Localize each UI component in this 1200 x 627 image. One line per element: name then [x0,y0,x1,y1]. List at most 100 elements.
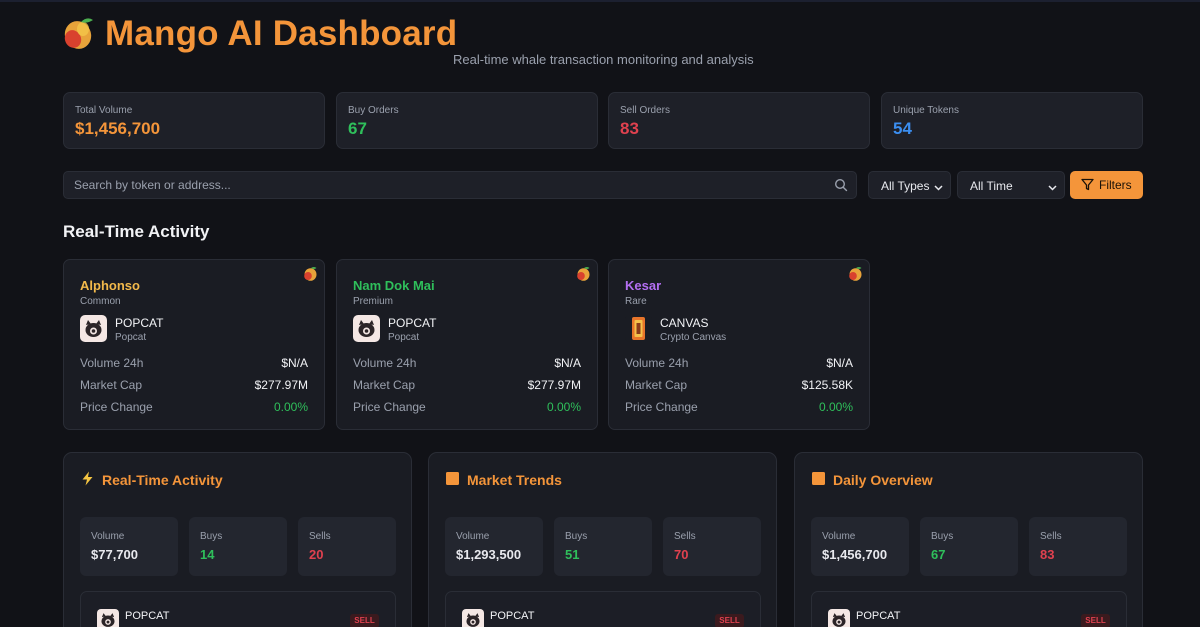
mini-stat-sells: Sells 83 [1029,517,1127,576]
mango-name: Nam Dok Mai [353,278,435,293]
panel-title: Real-Time Activity [102,472,223,488]
transaction-row[interactable]: POPCAT SELL [80,591,396,627]
mango-card[interactable]: Nam Dok Mai Premium POPCAT Popcat Volume… [336,259,598,430]
top-border [0,0,1200,2]
search-icon[interactable] [834,178,848,192]
mini-stat-buys: Buys 67 [920,517,1018,576]
panel-daily-overview: Daily Overview Volume $1,456,700 Buys 67… [794,452,1143,627]
mini-stat-value: 67 [931,547,946,562]
token-symbol: POPCAT [125,610,170,622]
mini-stat-label: Sells [309,531,331,542]
mini-stat-volume: Volume $77,700 [80,517,178,576]
stat-value: 83 [620,119,639,138]
price-change-label: Price Change [625,400,698,414]
price-change-label: Price Change [80,400,153,414]
sell-badge: SELL [1081,614,1110,627]
stat-card-sell-orders: Sell Orders 83 [608,92,870,149]
filters-button-label: Filters [1099,178,1132,192]
price-change-label: Price Change [353,400,426,414]
mango-rarity: Common [80,296,121,307]
stats-row: Total Volume $1,456,700 Buy Orders 67 Se… [63,92,1143,149]
panel-market-trends: Market Trends Volume $1,293,500 Buys 51 … [428,452,777,627]
volume-label: Volume 24h [625,356,689,370]
mango-name: Alphonso [80,278,140,293]
chevron-down-icon [934,181,943,191]
mini-stat-value: 83 [1040,547,1055,562]
mini-stat-value: 51 [565,547,580,562]
page-subtitle: Real-time whale transaction monitoring a… [453,52,754,67]
type-select[interactable]: All Types [868,171,951,199]
stat-value: $1,456,700 [75,119,161,138]
token-symbol: POPCAT [388,316,437,330]
mini-stat-label: Buys [565,531,588,542]
panel-title: Market Trends [467,472,562,488]
mango-card[interactable]: Kesar Rare CANVAS Crypto Canvas Volume 2… [608,259,870,430]
mini-stat-label: Buys [200,531,223,542]
price-change-value: 0.00% [546,400,581,414]
stat-card-buy-orders: Buy Orders 67 [336,92,598,149]
token-symbol: POPCAT [490,610,535,622]
type-select-value: All Types [881,179,930,193]
token-symbol: CANVAS [660,316,709,330]
mango-name: Kesar [625,278,662,293]
mini-stat-label: Buys [931,531,954,542]
filter-icon [1081,178,1094,191]
stat-label: Buy Orders [348,105,399,116]
canvas-icon [625,315,652,342]
popcat-icon [828,609,850,627]
search-input[interactable] [74,172,814,198]
mini-stat-volume: Volume $1,293,500 [445,517,543,576]
volume-value: $N/A [554,356,581,370]
mini-stat-value: 14 [200,547,215,562]
orange-square-icon [811,471,826,486]
market-cap-label: Market Cap [80,378,143,392]
sell-badge: SELL [715,614,744,627]
chevron-down-icon [1048,181,1057,191]
mango-icon [303,266,318,281]
volume-value: $N/A [281,356,308,370]
volume-value: $N/A [826,356,853,370]
mango-icon [848,266,863,281]
price-change-value: 0.00% [818,400,853,414]
market-cap-value: $277.97M [527,378,581,392]
mango-rarity: Premium [353,296,394,307]
mini-stat-buys: Buys 14 [189,517,287,576]
token-name: Crypto Canvas [660,332,727,343]
time-select[interactable]: All Time [957,171,1065,199]
stat-card-total-volume: Total Volume $1,456,700 [63,92,325,149]
volume-label: Volume 24h [80,356,144,370]
volume-label: Volume 24h [353,356,417,370]
panel-title: Daily Overview [833,472,933,488]
stat-label: Unique Tokens [893,105,959,116]
mini-stat-label: Sells [1040,531,1062,542]
orange-square-icon [445,471,460,486]
time-select-value: All Time [970,179,1013,193]
mini-stat-sells: Sells 70 [663,517,761,576]
market-cap-label: Market Cap [625,378,688,392]
panel-real-time-activity: Real-Time Activity Volume $77,700 Buys 1… [63,452,412,627]
token-name: Popcat [115,332,147,343]
mini-stat-value: $1,293,500 [456,547,522,562]
transaction-row[interactable]: POPCAT SELL [811,591,1127,627]
mini-stat-buys: Buys 51 [554,517,652,576]
header: Mango AI Dashboard Real-time whale trans… [63,14,1143,70]
mini-stat-value: $1,456,700 [822,547,888,562]
popcat-icon [80,315,107,342]
filters-button[interactable]: Filters [1070,171,1143,199]
mini-stat-sells: Sells 20 [298,517,396,576]
mini-stat-label: Volume [456,531,490,542]
mango-icon [63,16,95,50]
mini-stat-value: 70 [674,547,689,562]
mini-stat-label: Sells [674,531,696,542]
token-name: Popcat [388,332,420,343]
mini-stat-volume: Volume $1,456,700 [811,517,909,576]
stat-value: 54 [893,119,912,138]
popcat-icon [462,609,484,627]
section-title-real-time-activity: Real-Time Activity [63,222,210,241]
token-symbol: POPCAT [856,610,901,622]
transaction-row[interactable]: POPCAT SELL [445,591,761,627]
mini-stat-label: Volume [91,531,125,542]
mango-card[interactable]: Alphonso Common POPCAT Popcat Volume 24h… [63,259,325,430]
mini-stat-value: 20 [309,547,324,562]
market-cap-value: $277.97M [254,378,308,392]
